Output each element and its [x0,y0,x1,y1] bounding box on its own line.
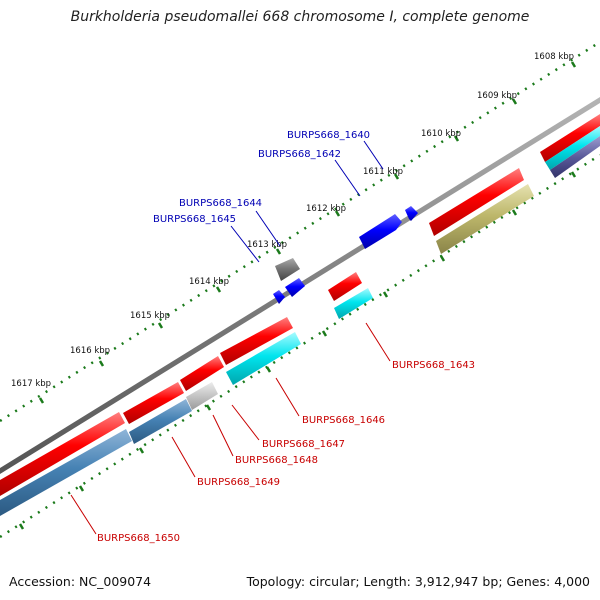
inner-tick-ring [0,153,600,539]
tick-label-1610: 1610 kbp [421,129,461,139]
leader-line-1649 [171,436,196,478]
gene-cyan-1643[interactable] [334,288,373,319]
accession-label: Accession: [9,574,76,589]
tick-label-1608: 1608 kbp [534,52,574,62]
gene-blue-1645[interactable] [273,290,285,304]
gene-red-1647[interactable] [180,356,224,391]
length-value: 3,912,947 bp [414,574,499,589]
gene-red-1649-a[interactable] [123,382,184,424]
genes-label: Genes: [506,574,551,589]
topology-label: Topology: [246,574,306,589]
genes-value: 4,000 [554,574,590,589]
gene-label-burps668-1644[interactable]: BURPS668_1644 [179,198,262,209]
forward-strand-genes [273,114,600,304]
gene-cyan-1646[interactable] [226,332,301,385]
gene-grey-1644[interactable] [275,258,300,281]
gene-label-burps668-1646[interactable]: BURPS668_1646 [302,415,385,426]
length-label: Length: [363,574,411,589]
tick-label-1614: 1614 kbp [189,277,229,287]
leader-line-1648 [212,414,234,457]
tick-label-1611: 1611 kbp [363,167,403,177]
leader-line-1646 [275,377,300,417]
reverse-strand-genes [0,126,600,516]
gene-label-burps668-1642[interactable]: BURPS668_1642 [258,149,341,160]
tick-label-1609: 1609 kbp [477,91,517,101]
gene-label-burps668-1648[interactable]: BURPS668_1648 [235,455,318,466]
gene-steel-1650[interactable] [0,429,132,516]
tick-label-1617: 1617 kbp [11,379,51,389]
leader-line-1645 [230,225,260,263]
leader-line-1647 [231,404,260,441]
gene-label-burps668-1649[interactable]: BURPS668_1649 [197,477,280,488]
tick-label-1615: 1615 kbp [130,311,170,321]
gene-blue-1644[interactable] [285,278,305,297]
gene-olive-1643-region[interactable] [436,184,534,254]
accession-info: Accession: NC_009074 [9,574,151,589]
accession-value: NC_009074 [79,574,152,589]
inner-major-ticks [18,171,577,530]
gene-blue-1640[interactable] [405,206,418,221]
gene-label-burps668-1640[interactable]: BURPS668_1640 [287,130,370,141]
tick-label-1613: 1613 kbp [247,240,287,250]
gene-label-burps668-1643[interactable]: BURPS668_1643 [392,360,475,371]
gene-red-large[interactable] [429,168,524,236]
tick-label-1616: 1616 kbp [70,346,110,356]
leader-line-1642 [334,159,361,197]
outer-major-ticks [38,61,577,404]
leader-line-1644 [255,210,281,247]
leader-line-1640 [363,140,384,170]
topology-value: circular [309,574,356,589]
kbp-tick-labels: 1608 kbp 1609 kbp 1610 kbp 1611 kbp 1612… [11,52,574,389]
leader-line-1650 [70,494,97,535]
leader-line-1643 [365,322,391,362]
gene-blue-1642[interactable] [359,214,402,249]
gene-steel-1649[interactable] [129,399,192,444]
gene-red-1646[interactable] [220,317,293,365]
gene-red-1650[interactable] [0,412,125,496]
map-title: Burkholderia pseudomallei 668 chromosome… [70,9,530,25]
genome-summary: Topology: circular; Length: 3,912,947 bp… [246,574,590,589]
gene-lightgrey-1648[interactable] [186,382,218,410]
inner-minor-ticks [0,153,600,539]
label-leader-lines [70,140,391,535]
gene-label-burps668-1650[interactable]: BURPS668_1650 [97,533,180,544]
outer-minor-ticks [0,40,600,423]
tick-label-1612: 1612 kbp [306,204,346,214]
outer-tick-ring [0,40,600,423]
gene-slate-right-edge[interactable] [550,136,600,178]
gene-label-burps668-1647[interactable]: BURPS668_1647 [262,439,345,450]
gene-red-right-edge[interactable] [540,114,600,162]
gene-red-1643[interactable] [328,272,362,301]
gene-label-burps668-1645[interactable]: BURPS668_1645 [153,214,236,225]
forward-gene-labels: BURPS668_1640 BURPS668_1642 BURPS668_164… [153,130,370,225]
gene-cyan-right-edge[interactable] [545,126,600,170]
reverse-gene-labels: BURPS668_1643 BURPS668_1646 BURPS668_164… [97,360,475,544]
